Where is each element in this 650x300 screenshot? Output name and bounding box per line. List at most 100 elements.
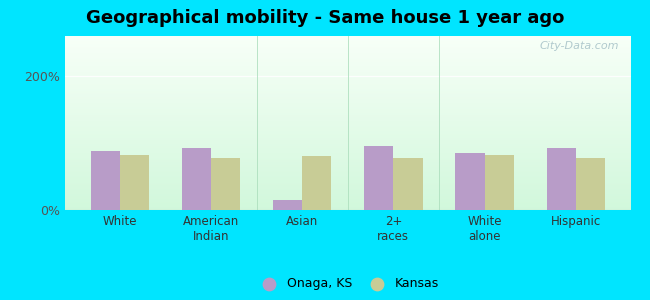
Bar	[65, 208, 630, 209]
Bar	[65, 125, 630, 126]
Bar	[65, 74, 630, 75]
Bar	[65, 165, 630, 166]
Bar	[65, 78, 630, 79]
Bar	[65, 153, 630, 154]
Bar	[65, 54, 630, 55]
Bar	[65, 43, 630, 44]
Bar	[65, 76, 630, 77]
Bar	[65, 138, 630, 139]
Bar	[65, 142, 630, 143]
Bar	[65, 92, 630, 93]
Bar	[65, 39, 630, 40]
Bar	[65, 119, 630, 120]
Bar	[65, 200, 630, 201]
Bar	[65, 127, 630, 128]
Bar	[65, 201, 630, 202]
Bar	[65, 117, 630, 118]
Bar	[65, 77, 630, 78]
Bar	[65, 124, 630, 125]
Bar	[65, 156, 630, 157]
Bar	[65, 160, 630, 161]
Bar	[65, 65, 630, 66]
Bar	[302, 157, 332, 210]
Bar	[65, 60, 630, 61]
Bar	[65, 84, 630, 85]
Bar	[65, 38, 630, 39]
Bar	[65, 186, 630, 187]
Bar	[65, 146, 630, 147]
Bar	[65, 68, 630, 69]
Bar	[65, 37, 630, 38]
Bar	[65, 95, 630, 96]
Bar	[65, 102, 630, 103]
Bar	[65, 148, 630, 149]
Bar	[65, 98, 630, 99]
Bar	[65, 103, 630, 104]
Bar	[65, 75, 630, 76]
Bar	[65, 159, 630, 160]
Bar	[65, 45, 630, 46]
Bar	[65, 100, 630, 101]
Bar	[65, 195, 630, 196]
Bar	[364, 146, 393, 210]
Bar	[120, 155, 149, 210]
Bar	[65, 104, 630, 105]
Bar	[65, 205, 630, 206]
Bar	[182, 148, 211, 210]
Bar	[65, 70, 630, 71]
Bar	[65, 51, 630, 52]
Bar	[65, 111, 630, 112]
Bar	[65, 114, 630, 115]
Bar	[65, 86, 630, 87]
Bar	[65, 50, 630, 51]
Bar	[65, 204, 630, 205]
Bar	[65, 42, 630, 43]
Bar	[65, 167, 630, 168]
Bar	[65, 196, 630, 197]
Bar	[65, 130, 630, 131]
Bar	[65, 82, 630, 83]
Bar	[65, 64, 630, 65]
Bar	[65, 144, 630, 145]
Bar	[547, 148, 576, 210]
Bar	[65, 187, 630, 188]
Bar	[65, 81, 630, 82]
Bar	[65, 180, 630, 181]
Bar	[65, 153, 630, 154]
Bar	[65, 57, 630, 58]
Bar	[65, 106, 630, 107]
Bar	[65, 83, 630, 84]
Bar	[65, 99, 630, 100]
Bar	[65, 185, 630, 186]
Bar	[65, 157, 630, 158]
Bar	[65, 72, 630, 73]
Bar	[65, 69, 630, 70]
Bar	[65, 66, 630, 67]
Bar	[65, 163, 630, 164]
Bar	[65, 87, 630, 88]
Bar	[65, 94, 630, 95]
Bar	[65, 91, 630, 92]
Bar	[90, 151, 120, 210]
Bar	[65, 150, 630, 151]
Bar	[65, 90, 630, 91]
Bar	[65, 140, 630, 141]
Bar	[65, 170, 630, 171]
Bar	[65, 122, 630, 123]
Bar	[65, 113, 630, 114]
Bar	[65, 194, 630, 195]
Bar	[65, 160, 630, 161]
Bar	[65, 179, 630, 180]
Bar	[65, 181, 630, 182]
Bar	[65, 206, 630, 207]
Bar	[65, 207, 630, 208]
Bar	[65, 71, 630, 72]
Bar	[484, 155, 514, 210]
Bar	[65, 93, 630, 94]
Bar	[65, 55, 630, 56]
Bar	[65, 100, 630, 101]
Bar	[65, 121, 630, 122]
Bar	[65, 49, 630, 50]
Bar	[65, 151, 630, 152]
Bar	[65, 36, 630, 37]
